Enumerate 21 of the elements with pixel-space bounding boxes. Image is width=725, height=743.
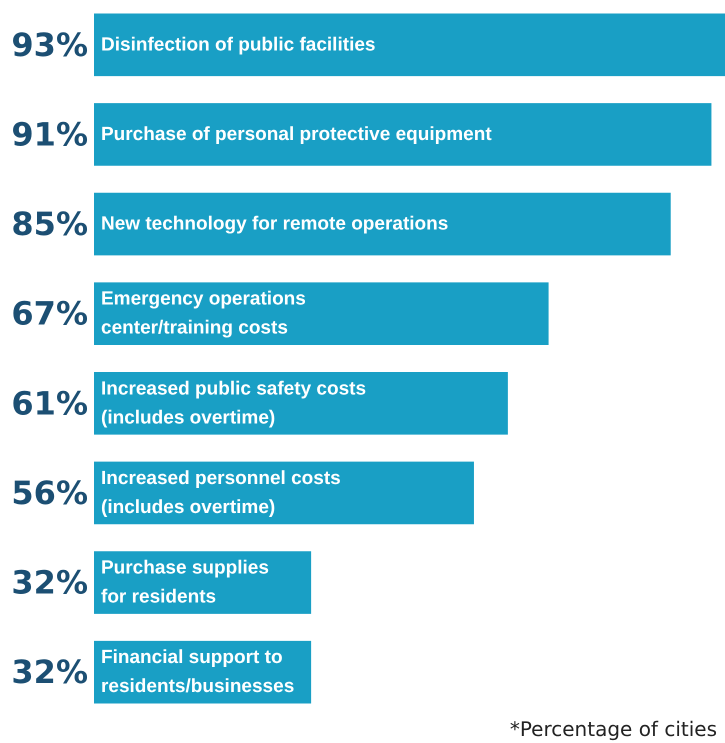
bar [94,282,549,346]
data-label: 61% [11,384,88,422]
y-tick-label: New technology for remote operations [101,214,448,235]
annotation: *Percentage of cities [510,717,718,741]
data-label: 56% [11,474,88,512]
y-tick-label: Financial support to residents/businesses [101,647,294,698]
y-tick-label: Emergency operations center/training costs [101,288,306,339]
data-label: 32% [11,653,88,692]
y-tick-label: Disinfection of public facilities [101,34,376,56]
y-tick-label: Purchase of personal protective equipment [101,124,492,145]
data-label: 85% [11,205,88,244]
y-tick-label: Purchase supplies for residents [101,558,269,608]
bar [94,13,725,76]
y-tick-label: Increased personnel costs (includes overtime) [101,468,341,518]
data-label: 32% [11,564,88,602]
data-label: 91% [11,115,88,154]
data-label: 67% [11,294,88,333]
data-label: 93% [11,26,88,64]
y-tick-label: Increased public safety costs (includes overtime) [101,378,366,428]
bar [94,192,671,256]
bar [94,103,712,166]
